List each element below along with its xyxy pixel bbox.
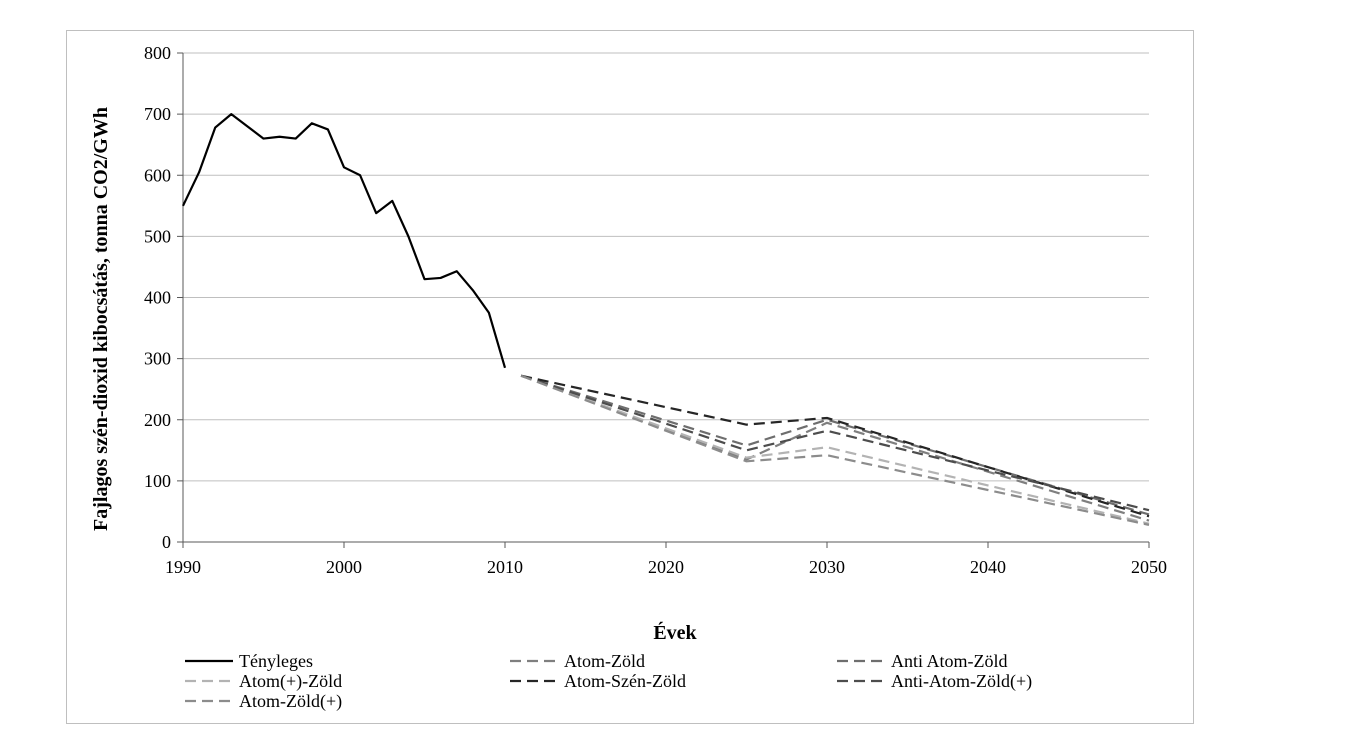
legend-label-0: Tényleges: [239, 651, 313, 671]
grid-lines: [183, 52, 1149, 482]
tick-labels: 0 100 200 300 400 500 600 700 800 1990 2000 2010 202…: [144, 43, 1167, 577]
x-tick-label: 2050: [1131, 557, 1167, 577]
axes: [177, 52, 1150, 548]
y-tick-label: 800: [144, 43, 171, 63]
legend-label-3: Atom(+)-Zöld: [239, 671, 342, 692]
x-tick-label: 2020: [648, 557, 684, 577]
y-axis-title: Fajlagos szén-dioxid kibocsátás, tonna C…: [90, 107, 112, 531]
series-line-6: [520, 374, 1150, 526]
y-tick-label: 300: [144, 349, 171, 369]
legend: Tényleges Atom-Zöld Anti Atom-Zöld Atom(+)-…: [185, 651, 1032, 712]
legend-label-1: Atom-Zöld: [564, 651, 645, 671]
x-tick-label: 2010: [487, 557, 523, 577]
series-lines: [182, 113, 1150, 526]
series-line-5: [520, 374, 1150, 512]
y-tick-label: 0: [162, 532, 171, 552]
series-line-2: [520, 374, 1150, 516]
x-tick-label: 2030: [809, 557, 845, 577]
legend-label-2: Anti Atom-Zöld: [891, 651, 1008, 671]
y-tick-label: 600: [144, 165, 171, 185]
legend-label-4: Atom-Szén-Zöld: [564, 671, 686, 691]
line-chart: 0 100 200 300 400 500 600 700 800 1990 2000 2010 202…: [90, 43, 1167, 712]
x-tick-label: 2000: [326, 557, 362, 577]
series-line-3: [520, 374, 1150, 525]
y-tick-label: 200: [144, 410, 171, 430]
y-tick-label: 700: [144, 104, 171, 124]
y-tick-label: 100: [144, 471, 171, 491]
x-tick-label: 2040: [970, 557, 1006, 577]
legend-label-6: Atom-Zöld(+): [239, 691, 342, 712]
x-axis-title: Évek: [653, 621, 697, 644]
chart-frame: 0 100 200 300 400 500 600 700 800 1990 2000 2010 202…: [66, 30, 1194, 724]
y-tick-label: 400: [144, 288, 171, 308]
legend-label-5: Anti-Atom-Zöld(+): [891, 671, 1032, 692]
series-line-4: [520, 374, 1150, 518]
series-line-0: [182, 113, 507, 369]
x-tick-label: 1990: [165, 557, 201, 577]
y-tick-label: 500: [144, 226, 171, 246]
